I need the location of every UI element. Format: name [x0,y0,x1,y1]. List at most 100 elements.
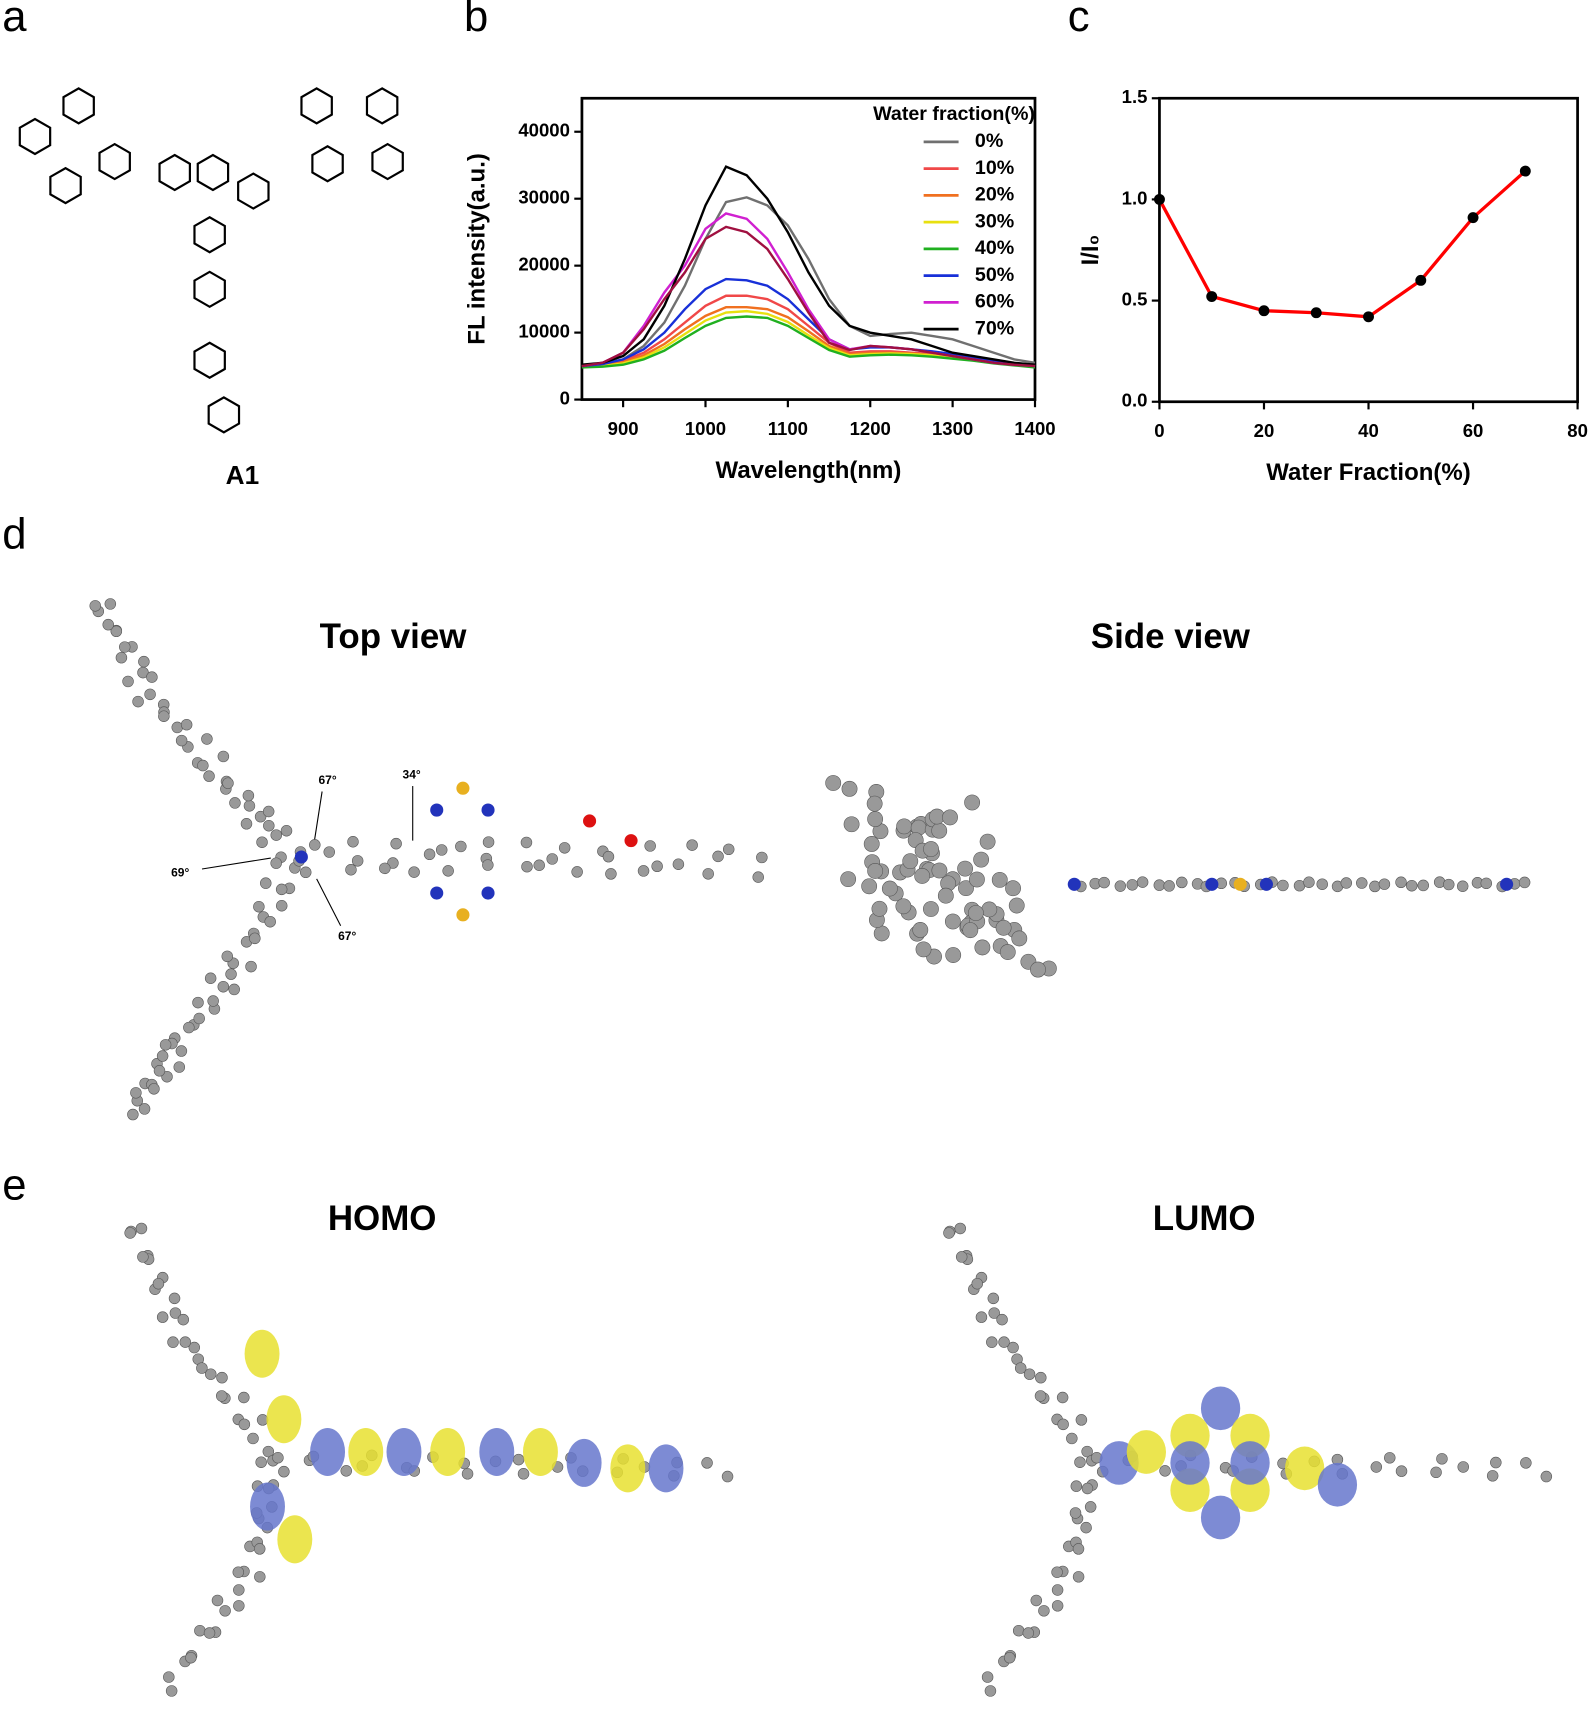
angle-label: 67° [318,773,336,787]
series-line [581,165,1036,366]
atom [232,1566,245,1578]
orbital-lobe [266,1395,302,1444]
atom [861,878,878,895]
atom [1057,1418,1069,1431]
atom [242,789,255,802]
atom [999,944,1016,960]
atom [975,1311,988,1323]
panel-label: e [2,1160,26,1209]
legend-label: 70% [975,317,1014,339]
atom [637,865,650,877]
angle-label: 34° [403,767,421,781]
atom [1011,930,1028,947]
legend-title: Water fraction(%) [873,103,1035,125]
atom [221,950,234,963]
atom [672,858,685,870]
atom [912,922,929,938]
atom [1259,877,1273,891]
atom [408,866,420,878]
atom [175,1045,188,1057]
atom [644,840,656,852]
atom [1067,877,1081,891]
y-tick-label: 1.5 [1122,86,1148,107]
atom [175,734,188,747]
atom [1074,1456,1086,1468]
y-axis-label: I/I₀ [1077,235,1104,266]
atom [423,848,436,861]
atom [245,960,257,973]
orbital-lobe [1200,1495,1241,1540]
atom [430,886,444,900]
y-tick-label: 0.5 [1122,288,1148,309]
atom [1316,878,1328,890]
atom [937,887,954,904]
ring [371,142,404,181]
orbital-lobe [1200,1386,1241,1431]
atom [1395,876,1407,888]
atom [1056,1391,1069,1404]
atom [1520,1457,1532,1469]
x-tick-label: 1400 [1014,418,1055,439]
atom [1038,1605,1050,1617]
atom [275,900,288,912]
atom [138,1103,151,1115]
x-tick-label: 1000 [685,418,726,439]
atom [188,1341,201,1354]
y-tick-label: 30000 [518,187,570,208]
atom [345,864,357,876]
atom [163,1671,175,1683]
atom [721,1470,734,1483]
orbital-lobe [1126,1430,1167,1474]
atom [1075,1414,1088,1426]
atom [130,1087,142,1099]
atom [995,919,1012,936]
atom [971,1277,983,1290]
atom [89,600,101,612]
atom [1022,1627,1035,1639]
atom [701,1457,713,1469]
x-tick-label: 1300 [932,418,973,439]
atom [323,846,335,858]
legend-label: 30% [975,210,1014,232]
marker [1153,193,1165,205]
atom [481,886,495,900]
atom [1430,1466,1442,1479]
atom [481,803,495,817]
atom [866,795,883,812]
atom [217,750,230,763]
angle-label: 67° [338,929,356,943]
atom [867,863,884,879]
atom [969,871,985,888]
atom [280,825,293,837]
atom [1066,1432,1078,1445]
legend-label: 10% [975,157,1014,179]
atom [156,1050,169,1062]
x-axis-label: Wavelength(nm) [716,457,902,484]
atom [173,1061,186,1073]
atom [347,836,359,848]
atom [1069,1507,1082,1519]
orbital-lobe [610,1444,646,1493]
atom [974,939,991,956]
orbital-lobe [386,1427,422,1477]
ring [98,142,131,181]
x-tick-label: 0 [1154,420,1164,441]
atom [1070,1480,1083,1492]
atom [192,996,204,1009]
atom [521,860,533,873]
x-tick-label: 1100 [768,418,808,439]
atom [144,688,156,701]
x-tick-label: 900 [608,418,639,439]
atom [456,908,470,922]
atom [1540,1470,1553,1483]
atom [435,844,448,856]
view-title: Top view [320,617,468,656]
atom [1443,878,1455,891]
atom [873,925,890,942]
atom [254,1571,266,1583]
atom [843,816,860,833]
atom [233,1584,245,1596]
atom [183,1021,195,1034]
atom [955,1251,968,1263]
